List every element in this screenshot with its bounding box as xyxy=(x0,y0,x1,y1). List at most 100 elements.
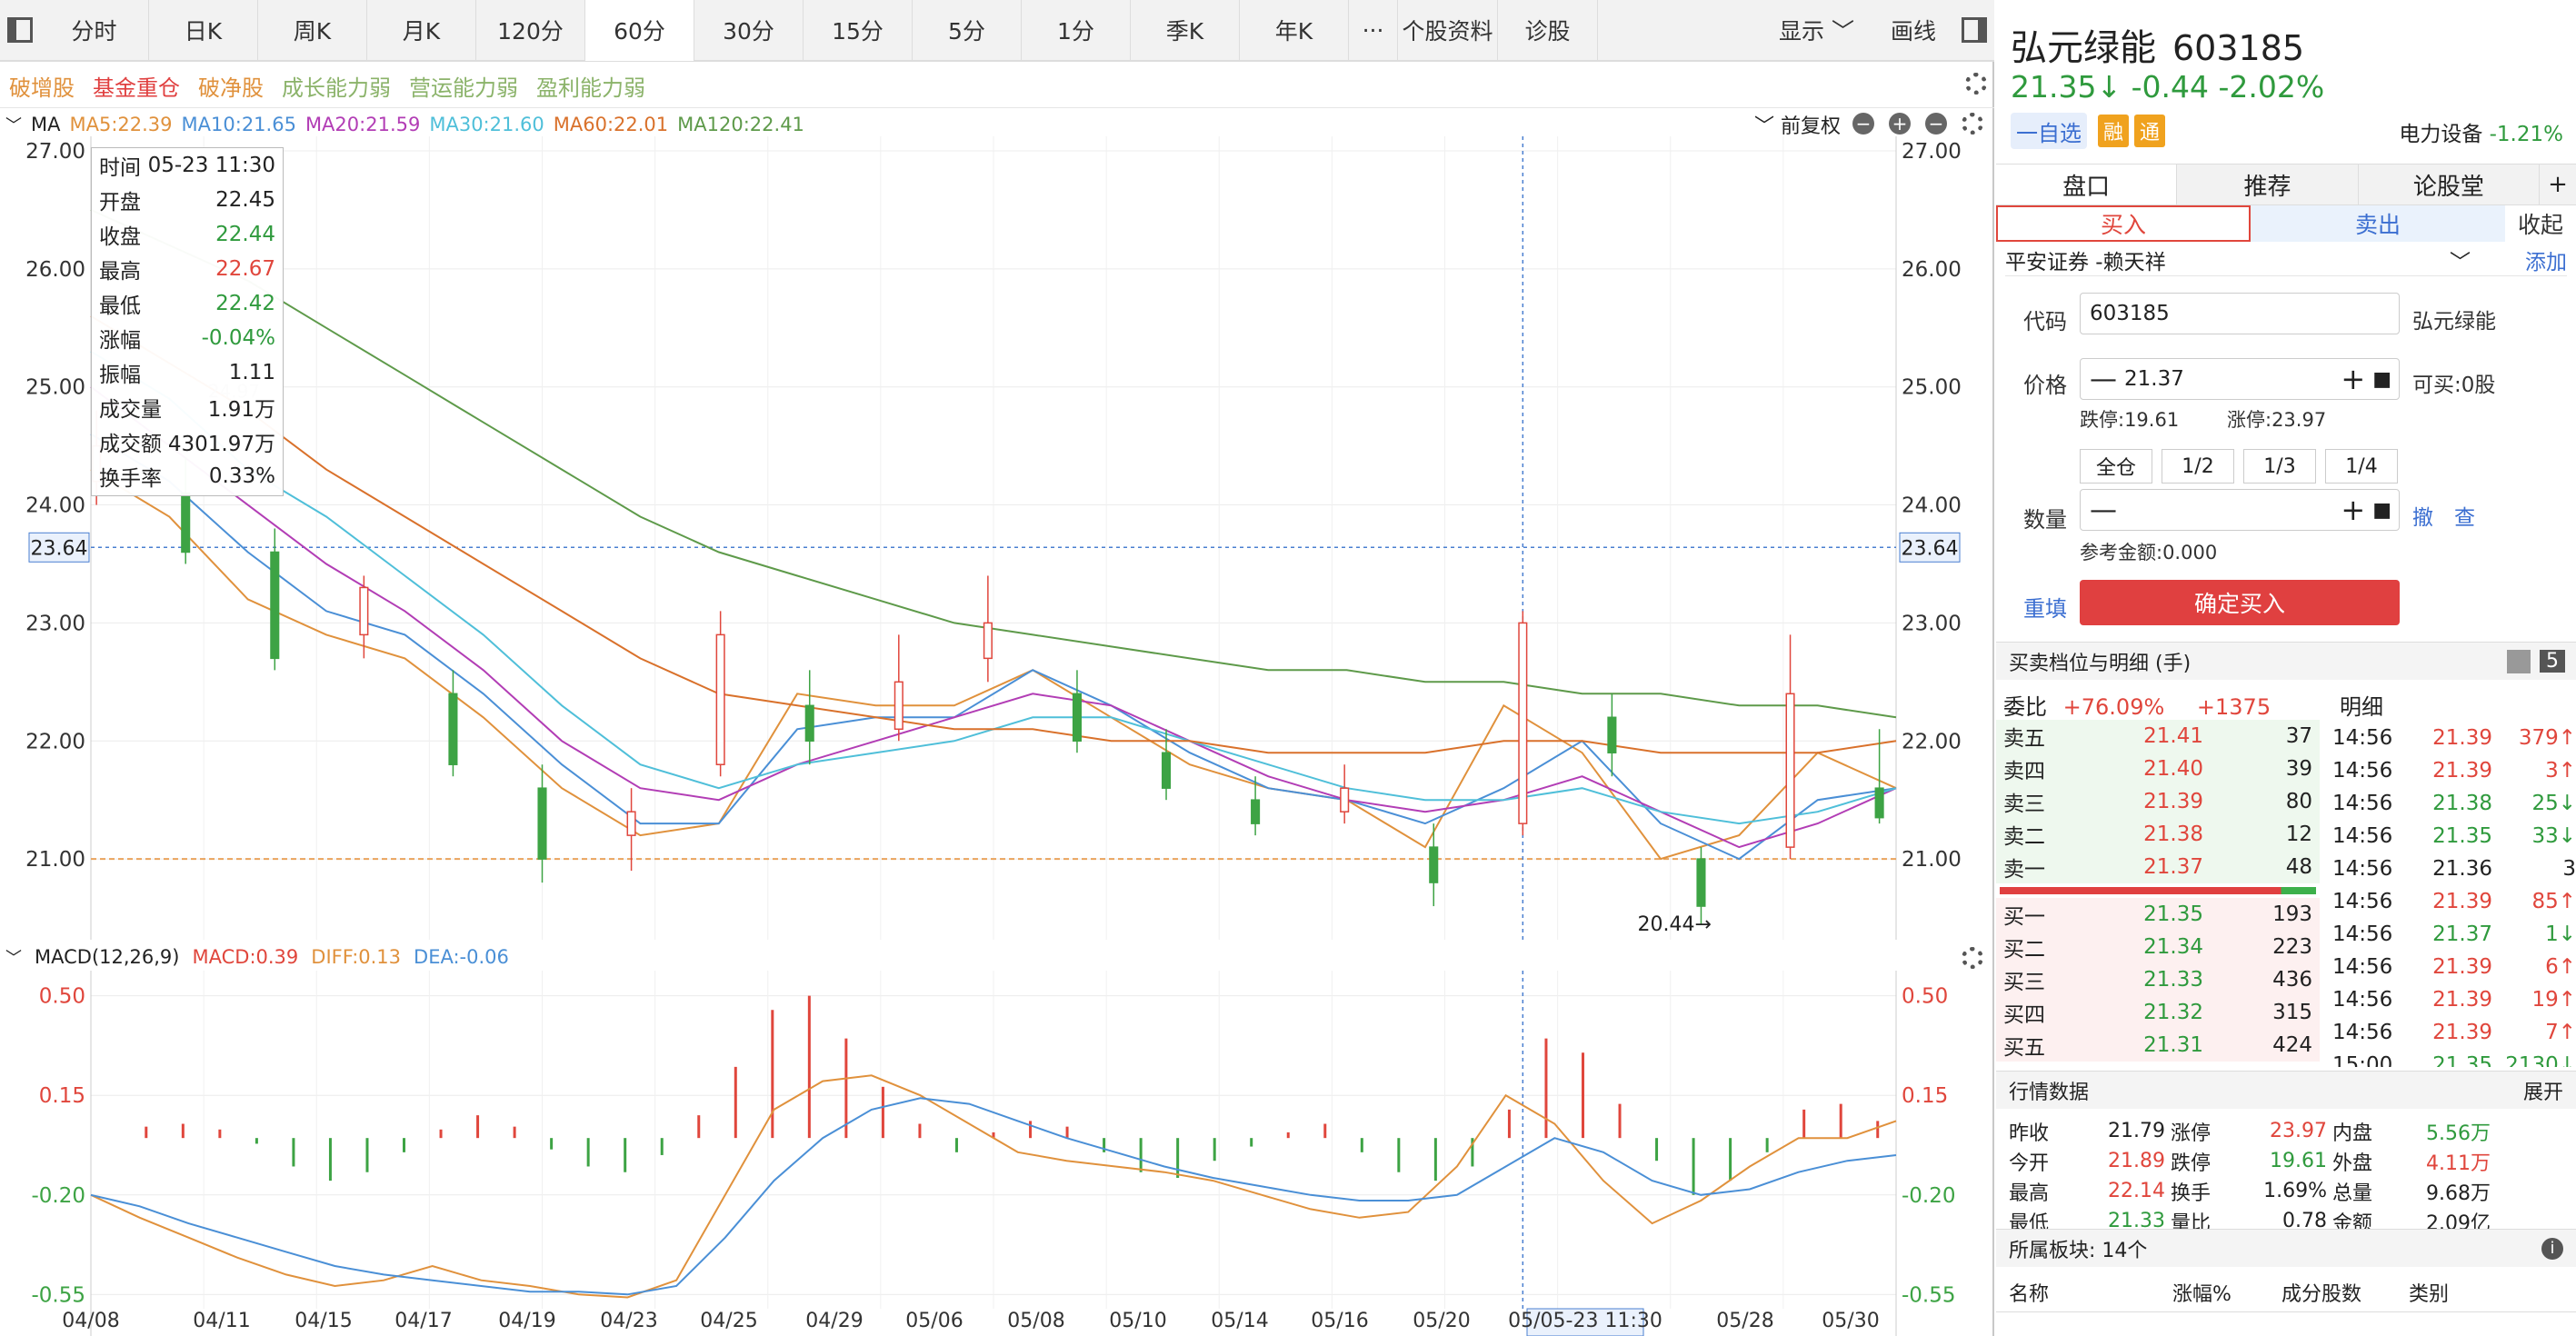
tab-forum[interactable]: 论股堂 xyxy=(2359,165,2540,204)
add-broker-link[interactable]: 添加 xyxy=(2525,250,2567,274)
tab-12[interactable]: ··· xyxy=(1349,0,1398,61)
tag-label[interactable]: 破增股 xyxy=(9,75,75,101)
tab-10[interactable]: 季K xyxy=(1131,0,1240,61)
popup-row: 最高 22.67 xyxy=(92,252,283,286)
quote-value: 23.97 xyxy=(2270,1120,2327,1142)
tab-14[interactable]: 诊股 xyxy=(1498,0,1598,61)
tab-6[interactable]: 30分 xyxy=(694,0,804,61)
blocks-column-header[interactable]: 名称 xyxy=(2009,1282,2050,1306)
draw-button[interactable]: 画线 xyxy=(1890,18,1936,45)
macd-chart[interactable]: 0.50 0.50 0.15 0.15 -0.20 -0.20 -0.55 -0.55 04/0… xyxy=(0,971,1994,1336)
expand-button[interactable]: 展开 xyxy=(2522,1081,2563,1104)
sector-info[interactable]: 电力设备 -1.21% xyxy=(2399,116,2563,147)
tab-8[interactable]: 5分 xyxy=(913,0,1022,61)
tab-3[interactable]: 月K xyxy=(367,0,476,61)
ratio-half-button[interactable]: 1/2 xyxy=(2162,449,2234,484)
blocks-header: 所属板块: 14个 i xyxy=(1996,1229,2576,1267)
tab-7[interactable]: 15分 xyxy=(804,0,913,61)
tick-price: 21.39 xyxy=(2432,955,2492,979)
ma5-line xyxy=(90,468,1897,861)
qty-plus-icon[interactable]: + xyxy=(2341,493,2366,527)
tab-recommend[interactable]: 推荐 xyxy=(2177,165,2359,204)
orderbook-row[interactable]: 买三 21.33 436 xyxy=(1996,963,2320,996)
orderbook-row[interactable]: 卖二 21.38 12 xyxy=(1996,818,2320,851)
tab-11[interactable]: 年K xyxy=(1240,0,1349,61)
tick-volume: 25↓ xyxy=(2531,792,2576,815)
tab-0[interactable]: 分时 xyxy=(40,0,149,61)
zoom-out-icon[interactable]: − xyxy=(1852,113,1874,135)
query-order-link[interactable]: 查 xyxy=(2454,506,2475,530)
buy-tab[interactable]: 买入 xyxy=(1996,205,2251,242)
tab-quote[interactable]: 盘口 xyxy=(1996,165,2178,204)
orderbook-row[interactable]: 卖五 21.41 37 xyxy=(1996,720,2320,753)
quote-header: 行情数据 展开 xyxy=(1996,1071,2576,1109)
ratio-full-button[interactable]: 全仓 xyxy=(2080,449,2152,484)
price-minus-icon[interactable]: — xyxy=(2090,363,2117,395)
remove-indicator-icon[interactable]: − xyxy=(1925,113,1947,135)
tab-2[interactable]: 周K xyxy=(258,0,367,61)
code-input[interactable]: 603185 xyxy=(2080,293,2400,334)
candle xyxy=(1429,846,1439,883)
tab-9[interactable]: 1分 xyxy=(1022,0,1131,61)
broker-select[interactable]: 平安证券 -赖天祥 ﹀ 添加 xyxy=(2005,244,2567,276)
limit-up: 涨停:23.97 xyxy=(2227,409,2327,431)
orderbook-row[interactable]: 买二 21.34 223 xyxy=(1996,931,2320,963)
orderbook-row[interactable]: 买五 21.31 424 xyxy=(1996,1029,2320,1062)
popup-row: 涨幅 -0.04% xyxy=(92,321,283,355)
add-watchlist-button[interactable]: 一自选 xyxy=(2011,113,2087,149)
reset-button[interactable]: 重填 xyxy=(2023,596,2067,622)
tick-price: 21.36 xyxy=(2432,857,2492,881)
price-input[interactable]: — 21.37 + ■ xyxy=(2080,358,2400,400)
tag-label[interactable]: 破净股 xyxy=(198,75,264,101)
tick-row: 14:56 21.39 379↑ xyxy=(2332,722,2576,754)
cancel-order-link[interactable]: 撤 xyxy=(2412,506,2433,530)
weibi-label: 委比 xyxy=(2003,694,2047,720)
quote-table: 昨收 21.79 涨停 23.97 内盘 5.56万 今开 21.89 跌停 19.61 外盘 4.1… xyxy=(1996,1116,2576,1236)
confirm-buy-button[interactable]: 确定买入 xyxy=(2080,580,2400,625)
toggle-right-panel-icon[interactable] xyxy=(1954,0,1994,61)
tab-4[interactable]: 120分 xyxy=(476,0,585,61)
macd-collapse-icon[interactable]: ﹀ xyxy=(5,949,22,968)
blocks-column-header[interactable]: 类别 xyxy=(2409,1282,2450,1306)
collapse-icon[interactable]: ﹀ xyxy=(5,115,22,135)
blocks-column-header[interactable]: 涨幅% xyxy=(2172,1282,2232,1306)
fold-button[interactable]: 收起 xyxy=(2517,212,2563,238)
tab-13[interactable]: 个股资料 xyxy=(1398,0,1498,61)
macd-settings-gear-icon[interactable] xyxy=(1962,947,1983,969)
price-plus-icon[interactable]: + xyxy=(2341,362,2366,396)
tab-5[interactable]: 60分 xyxy=(585,0,694,61)
tag-label[interactable]: 盈利能力弱 xyxy=(536,75,645,101)
sell-tab[interactable]: 卖出 xyxy=(2251,205,2505,242)
candlestick-chart[interactable]: 27.00 27.00 26.00 26.00 25.00 25.00 24.00 24.00… xyxy=(0,136,1994,940)
tag-label[interactable]: 营运能力弱 xyxy=(409,75,518,101)
level-badge[interactable]: 5 xyxy=(2540,650,2565,673)
tick-row: 14:56 21.35 33↓ xyxy=(2332,820,2576,852)
orderbook-row[interactable]: 卖一 21.37 48 xyxy=(1996,851,2320,883)
date-tick: 05/30 xyxy=(1822,1310,1879,1332)
lock-icon[interactable]: ■ xyxy=(2372,367,2391,391)
orderbook-row[interactable]: 卖三 21.39 80 xyxy=(1996,785,2320,818)
price-adjust-menu[interactable]: ﹀ 前复权 xyxy=(1754,115,1842,138)
add-tab-icon[interactable]: + xyxy=(2548,171,2568,198)
qty-minus-icon[interactable]: — xyxy=(2090,494,2117,526)
ratio-third-button[interactable]: 1/3 xyxy=(2243,449,2316,484)
qty-lock-icon[interactable]: ■ xyxy=(2372,498,2391,522)
tag-label[interactable]: 基金重仓 xyxy=(93,75,180,101)
ma-settings-gear-icon[interactable] xyxy=(1962,113,1983,135)
toggle-left-panel-icon[interactable] xyxy=(0,0,40,61)
settings-gear-icon[interactable] xyxy=(1965,73,1987,95)
tab-1[interactable]: 日K xyxy=(149,0,258,61)
tick-time: 14:56 xyxy=(2332,726,2393,750)
grid-icon[interactable] xyxy=(2507,649,2531,673)
popup-key: 成交额 xyxy=(99,433,162,456)
orderbook-row[interactable]: 卖四 21.40 39 xyxy=(1996,753,2320,785)
blocks-column-header[interactable]: 成分股数 xyxy=(2281,1282,2362,1306)
info-icon[interactable]: i xyxy=(2541,1237,2563,1260)
zoom-in-icon[interactable]: + xyxy=(1889,113,1911,135)
orderbook-row[interactable]: 买一 21.35 193 xyxy=(1996,898,2320,931)
tag-label[interactable]: 成长能力弱 xyxy=(282,75,391,101)
qty-input[interactable]: — + ■ xyxy=(2080,489,2400,531)
display-menu[interactable]: 显示 ﹀ xyxy=(1761,0,1872,61)
orderbook-row[interactable]: 买四 21.32 315 xyxy=(1996,996,2320,1029)
ratio-quarter-button[interactable]: 1/4 xyxy=(2325,449,2398,484)
